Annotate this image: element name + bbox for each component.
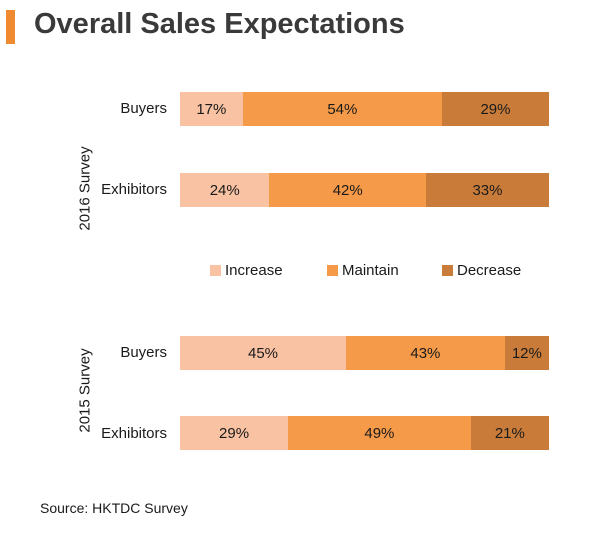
row-label-2015-exhibitors: Exhibitors bbox=[101, 425, 167, 442]
legend-swatch-increase bbox=[210, 265, 221, 276]
legend-item-decrease: Decrease bbox=[442, 262, 521, 279]
bar-segment-maintain: 42% bbox=[269, 173, 426, 207]
legend-label-increase: Increase bbox=[225, 262, 283, 279]
legend-swatch-decrease bbox=[442, 265, 453, 276]
bar-2015-exhibitors: 29% 49% 21% bbox=[180, 416, 549, 450]
row-label-2016-exhibitors: Exhibitors bbox=[101, 181, 167, 198]
legend-label-decrease: Decrease bbox=[457, 262, 522, 279]
bar-segment-increase: 29% bbox=[180, 416, 289, 450]
legend-swatch-maintain bbox=[327, 265, 338, 276]
legend-item-maintain: Maintain bbox=[327, 262, 399, 279]
bar-segment-decrease: 21% bbox=[470, 416, 549, 450]
bar-segment-increase: 24% bbox=[180, 173, 270, 207]
legend-label-maintain: Maintain bbox=[342, 262, 399, 279]
bar-segment-maintain: 49% bbox=[288, 416, 471, 450]
title-accent-bar bbox=[6, 10, 15, 44]
bar-segment-decrease: 12% bbox=[504, 336, 549, 370]
source-note: Source: HKTDC Survey bbox=[40, 500, 188, 516]
bar-segment-increase: 17% bbox=[180, 92, 243, 126]
bar-segment-maintain: 43% bbox=[346, 336, 505, 370]
row-label-2016-buyers: Buyers bbox=[120, 100, 167, 117]
bar-segment-decrease: 29% bbox=[441, 92, 549, 126]
bar-segment-increase: 45% bbox=[180, 336, 347, 370]
chart-title: Overall Sales Expectations bbox=[34, 8, 405, 40]
bar-2015-buyers: 45% 43% 12% bbox=[180, 336, 549, 370]
bar-2016-buyers: 17% 54% 29% bbox=[180, 92, 549, 126]
legend: Increase Maintain Decrease bbox=[0, 262, 600, 282]
bar-segment-maintain: 54% bbox=[242, 92, 442, 126]
bar-2016-exhibitors: 24% 42% 33% bbox=[180, 173, 549, 207]
row-label-2015-buyers: Buyers bbox=[120, 344, 167, 361]
bar-segment-decrease: 33% bbox=[425, 173, 549, 207]
legend-item-increase: Increase bbox=[210, 262, 283, 279]
